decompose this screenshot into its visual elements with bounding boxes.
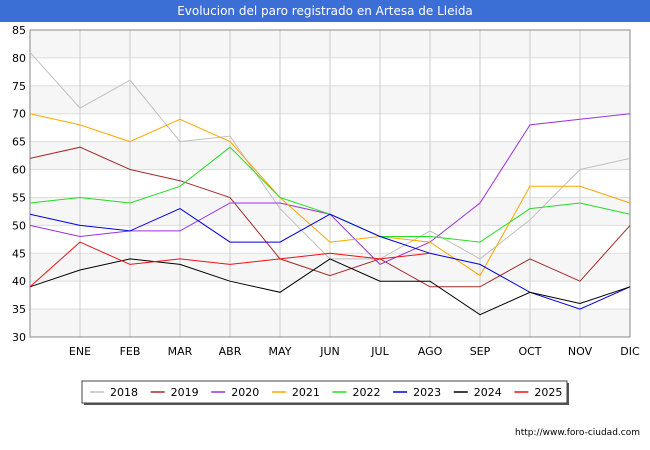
series-line-2025 <box>29 241 431 288</box>
footer-url[interactable]: http://www.foro-ciudad.com <box>515 428 640 438</box>
legend-label-2022: 2022 <box>353 386 381 399</box>
series-line-2019 <box>29 146 631 288</box>
x-tick-label: JUL <box>370 345 389 358</box>
y-tick-label: 65 <box>12 136 26 149</box>
legend: 2018 2019 2020 2021 2022 2023 2024 2025 <box>81 380 569 405</box>
x-tick-label: OCT <box>518 345 541 358</box>
x-tick-label: ENE <box>69 345 91 358</box>
y-tick-label: 45 <box>12 247 26 260</box>
x-tick-label: FEB <box>120 345 141 358</box>
legend-label-2024: 2024 <box>474 386 502 399</box>
y-tick-label: 50 <box>12 219 26 232</box>
legend-label-2020: 2020 <box>231 386 259 399</box>
y-tick-label: 30 <box>12 331 26 344</box>
legend-box <box>81 380 568 404</box>
y-tick-label: 85 <box>12 24 26 37</box>
series-line-2024 <box>29 258 631 316</box>
y-tick-label: 70 <box>12 108 26 121</box>
x-tick-label: SEP <box>470 345 491 358</box>
x-tick-label: JUN <box>319 345 340 358</box>
x-tick-label: MAY <box>269 345 292 358</box>
legend-label-2025: 2025 <box>534 386 562 399</box>
x-tick-label: DIC <box>620 345 640 358</box>
x-tick-label: AGO <box>418 345 443 358</box>
y-tick-label: 75 <box>12 80 26 93</box>
y-tick-label: 35 <box>12 303 26 316</box>
series-line-2021 <box>29 113 631 277</box>
chart-title: Evolucion del paro registrado en Artesa … <box>0 0 650 22</box>
y-tick-label: 55 <box>12 191 26 204</box>
x-tick-label: ABR <box>219 345 242 358</box>
y-tick-label: 40 <box>12 275 26 288</box>
legend-label-2019: 2019 <box>171 386 199 399</box>
legend-label-2023: 2023 <box>413 386 441 399</box>
y-tick-label: 80 <box>12 52 26 65</box>
y-tick-label: 60 <box>12 164 26 177</box>
legend-label-2021: 2021 <box>292 386 320 399</box>
legend-label-2018: 2018 <box>110 386 138 399</box>
x-tick-label: NOV <box>568 345 593 358</box>
x-tick-label: MAR <box>168 345 193 358</box>
plot-frame <box>29 29 631 338</box>
